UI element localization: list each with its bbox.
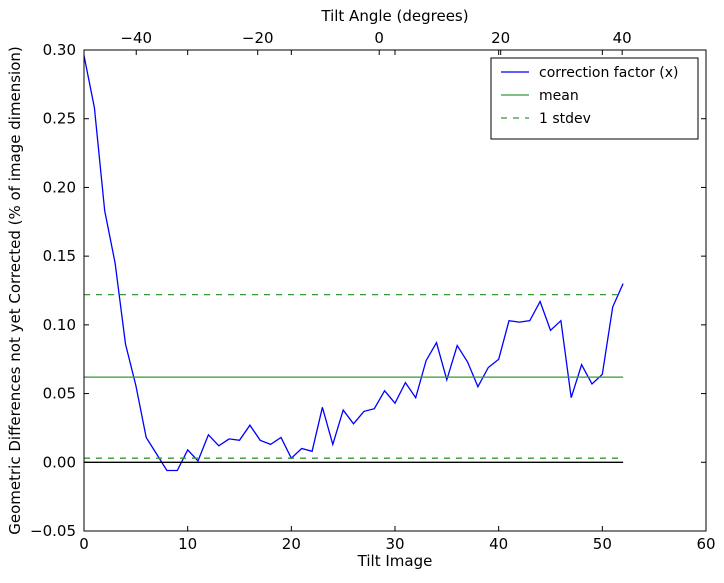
y-tick-label: 0.30 <box>43 41 76 59</box>
top-x-tick-label: 40 <box>613 29 632 47</box>
y-tick-label: 0.00 <box>43 453 76 471</box>
y-tick-label: 0.20 <box>43 178 76 196</box>
legend-label: mean <box>539 88 579 104</box>
x-tick-label: 40 <box>489 535 508 553</box>
y-tick-label: 0.15 <box>43 247 76 265</box>
x-tick-label: 50 <box>593 535 612 553</box>
series-line-correction-factor-x- <box>83 55 624 472</box>
y-tick-label: 0.05 <box>43 385 76 403</box>
x-tick-label: 30 <box>385 535 404 553</box>
y-tick-label: 0.10 <box>43 316 76 334</box>
x-tick-label: 60 <box>696 535 715 553</box>
y-axis-label: Geometric Differences not yet Corrected … <box>6 46 24 535</box>
y-tick-label: −0.05 <box>30 522 76 540</box>
top-x-tick-label: −40 <box>120 29 152 47</box>
top-x-tick-label: 0 <box>374 29 384 47</box>
x-axis-label: Tilt Image <box>357 552 433 570</box>
top-x-tick-label: 20 <box>491 29 510 47</box>
legend-label: 1 stdev <box>539 111 591 127</box>
x-tick-label: 10 <box>178 535 197 553</box>
top-x-axis-label: Tilt Angle (degrees) <box>320 7 468 25</box>
top-x-tick-label: −20 <box>242 29 274 47</box>
y-tick-label: 0.25 <box>43 110 76 128</box>
ticks-layer: 0 10 20 30 40 50 60 −0.05 0.00 0.05 0.10 0.15 0.20 0.… <box>30 29 716 553</box>
legend: correction factor (x) mean 1 stdev <box>490 57 699 140</box>
legend-label: correction factor (x) <box>539 65 678 81</box>
series-layer <box>83 55 624 472</box>
x-tick-label: 0 <box>79 535 89 553</box>
x-tick-label: 20 <box>282 535 301 553</box>
